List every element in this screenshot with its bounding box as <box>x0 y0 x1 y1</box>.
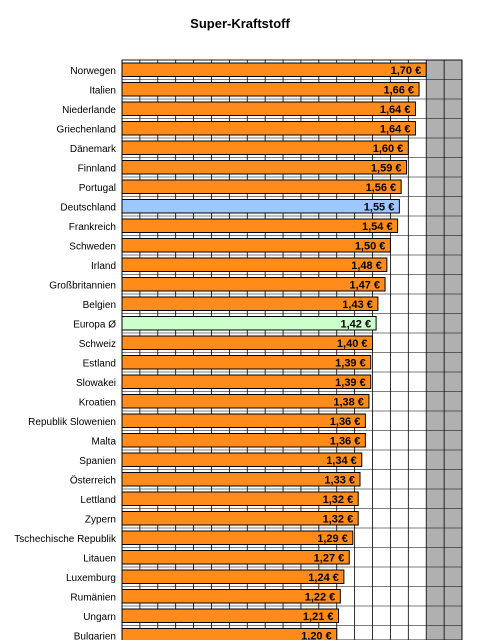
bar <box>121 62 427 77</box>
value-label: 1,47 € <box>349 279 380 291</box>
bar <box>121 296 379 311</box>
category-label: Schweiz <box>79 339 116 350</box>
value-label: 1,21 € <box>303 611 334 623</box>
category-label: Europa Ø <box>73 319 116 330</box>
category-label: Finnland <box>78 163 116 174</box>
bar <box>121 491 359 506</box>
category-label: Slowakei <box>76 378 116 389</box>
bar <box>121 218 399 233</box>
category-label: Litauen <box>83 553 116 564</box>
bar <box>121 257 388 272</box>
category-label: Republik Slowenien <box>28 417 116 428</box>
value-label: 1,39 € <box>335 357 366 369</box>
bar <box>121 355 372 370</box>
category-label: Portugal <box>79 183 116 194</box>
category-label: Italien <box>89 85 116 96</box>
bar <box>121 530 354 545</box>
bar <box>121 472 361 487</box>
bar <box>121 608 340 623</box>
bar <box>121 335 374 350</box>
bar <box>121 82 420 97</box>
value-label: 1,27 € <box>314 552 345 564</box>
category-label: Griechenland <box>57 124 116 135</box>
value-label: 1,60 € <box>373 143 404 155</box>
category-label: Zypern <box>85 514 116 525</box>
category-label: Kroatien <box>79 397 116 408</box>
category-label: Österreich <box>70 474 116 486</box>
bar <box>121 179 402 194</box>
category-label: Niederlande <box>62 105 116 116</box>
category-label: Dänemark <box>70 144 117 155</box>
category-label: Deutschland <box>60 202 116 213</box>
category-label: Spanien <box>79 456 116 467</box>
value-label: 1,56 € <box>366 182 397 194</box>
value-label: 1,55 € <box>364 201 395 213</box>
value-label: 1,20 € <box>301 630 332 640</box>
category-label: Luxemburg <box>66 573 116 584</box>
value-label: 1,66 € <box>383 84 414 96</box>
bar <box>121 199 400 214</box>
category-label: Frankreich <box>69 222 116 233</box>
category-label: Lettland <box>80 495 116 506</box>
value-label: 1,33 € <box>324 474 355 486</box>
bar <box>121 277 386 292</box>
bar <box>121 569 345 584</box>
value-label: 1,29 € <box>317 533 348 545</box>
bar <box>121 316 377 331</box>
bar <box>121 433 366 448</box>
bar <box>121 452 363 467</box>
value-label: 1,39 € <box>335 377 366 389</box>
category-label: Tschechische Republik <box>14 534 117 545</box>
value-label: 1,70 € <box>391 65 422 77</box>
value-label: 1,34 € <box>326 455 357 467</box>
bar <box>121 374 372 389</box>
value-label: 1,48 € <box>351 260 382 272</box>
category-label: Irland <box>91 261 116 272</box>
value-label: 1,42 € <box>341 318 372 330</box>
value-label: 1,40 € <box>337 338 368 350</box>
bar <box>121 140 409 155</box>
category-label: Malta <box>92 436 117 447</box>
bar <box>121 413 366 428</box>
bar <box>121 589 341 604</box>
bar <box>121 628 338 640</box>
value-label: 1,36 € <box>330 435 361 447</box>
category-label: Norwegen <box>70 66 116 77</box>
bar <box>121 394 370 409</box>
value-label: 1,22 € <box>305 591 336 603</box>
value-label: 1,36 € <box>330 416 361 428</box>
category-label: Großbritannien <box>49 280 116 291</box>
bar <box>121 101 416 116</box>
bar <box>121 160 408 175</box>
value-label: 1,59 € <box>371 162 402 174</box>
value-label: 1,43 € <box>342 299 373 311</box>
chart-title: Super-Kraftstoff <box>190 16 290 31</box>
bar <box>121 238 391 253</box>
value-label: 1,54 € <box>362 221 393 233</box>
value-label: 1,32 € <box>323 494 354 506</box>
value-label: 1,32 € <box>323 513 354 525</box>
value-label: 1,24 € <box>308 572 339 584</box>
bar <box>121 511 359 526</box>
value-label: 1,64 € <box>380 104 411 116</box>
bar <box>121 550 350 565</box>
value-label: 1,64 € <box>380 123 411 135</box>
bar <box>121 121 416 136</box>
category-label: Schweden <box>69 241 116 252</box>
category-label: Estland <box>83 358 116 369</box>
value-label: 1,38 € <box>333 396 364 408</box>
value-label: 1,50 € <box>355 240 386 252</box>
category-label: Belgien <box>83 300 116 311</box>
category-label: Bulgarien <box>74 631 116 640</box>
category-label: Ungarn <box>83 612 116 623</box>
category-label: Rumänien <box>70 592 116 603</box>
